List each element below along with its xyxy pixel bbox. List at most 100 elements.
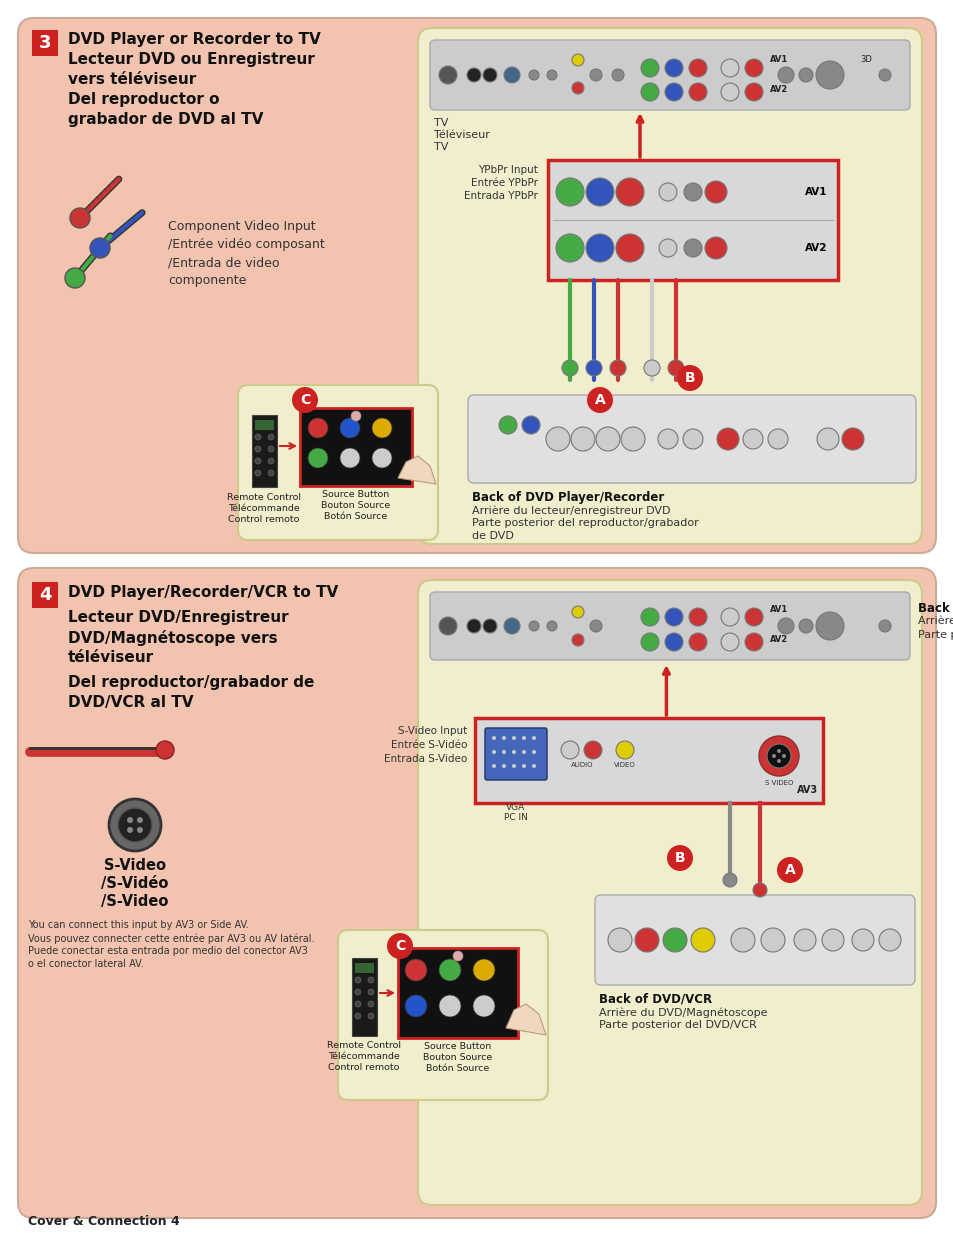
Text: Entrada YPbPr: Entrada YPbPr <box>464 191 537 201</box>
Text: S-Video: S-Video <box>104 858 166 873</box>
Circle shape <box>254 446 261 452</box>
Circle shape <box>659 240 677 257</box>
Text: DVD/Magnétoscope vers: DVD/Magnétoscope vers <box>68 630 277 646</box>
Circle shape <box>659 183 677 201</box>
Text: Control remoto: Control remoto <box>228 515 299 524</box>
Circle shape <box>438 995 460 1016</box>
Circle shape <box>473 995 495 1016</box>
Circle shape <box>292 387 317 412</box>
Circle shape <box>666 845 692 871</box>
Bar <box>252 415 276 487</box>
Circle shape <box>759 736 799 776</box>
Circle shape <box>453 951 462 961</box>
Text: Entrada S-Video: Entrada S-Video <box>383 755 467 764</box>
Text: TV: TV <box>434 119 448 128</box>
Circle shape <box>512 750 516 755</box>
Circle shape <box>438 618 456 635</box>
Circle shape <box>607 927 631 952</box>
Circle shape <box>612 69 623 82</box>
Circle shape <box>596 427 619 451</box>
Circle shape <box>585 233 614 262</box>
Text: S VIDEO: S VIDEO <box>764 781 792 785</box>
Circle shape <box>616 741 634 760</box>
Circle shape <box>781 755 785 758</box>
Circle shape <box>438 65 456 84</box>
Circle shape <box>492 764 496 768</box>
Circle shape <box>268 458 274 464</box>
Circle shape <box>387 932 413 960</box>
Circle shape <box>815 61 843 89</box>
Circle shape <box>778 67 793 83</box>
Circle shape <box>501 764 505 768</box>
FancyBboxPatch shape <box>18 19 935 553</box>
Circle shape <box>254 433 261 440</box>
Text: Parte posterior del DVD/VCR: Parte posterior del DVD/VCR <box>598 1020 756 1030</box>
Circle shape <box>372 417 392 438</box>
Circle shape <box>127 827 132 832</box>
Text: AV2: AV2 <box>804 243 826 253</box>
Circle shape <box>560 741 578 760</box>
Circle shape <box>268 446 274 452</box>
Circle shape <box>776 857 802 883</box>
Text: B: B <box>674 851 684 864</box>
Circle shape <box>585 178 614 206</box>
Circle shape <box>351 411 360 421</box>
Circle shape <box>616 233 643 262</box>
Text: Component Video Input: Component Video Input <box>168 220 315 233</box>
Circle shape <box>682 429 702 450</box>
Bar <box>547 161 837 280</box>
Circle shape <box>109 799 161 851</box>
Circle shape <box>744 59 762 77</box>
Circle shape <box>65 268 85 288</box>
Circle shape <box>308 417 328 438</box>
Circle shape <box>688 83 706 101</box>
Text: YPbPr Input: YPbPr Input <box>477 165 537 175</box>
Circle shape <box>156 741 173 760</box>
Circle shape <box>467 68 480 82</box>
Circle shape <box>254 471 261 475</box>
Text: DVD Player/Recorder/VCR to TV: DVD Player/Recorder/VCR to TV <box>68 585 338 600</box>
FancyBboxPatch shape <box>430 592 909 659</box>
Text: DVD Player or Recorder to TV: DVD Player or Recorder to TV <box>68 32 320 47</box>
Text: Botón Source: Botón Source <box>426 1065 489 1073</box>
Bar <box>475 718 822 803</box>
Text: /Entrada de video: /Entrada de video <box>168 256 279 269</box>
Circle shape <box>793 929 815 951</box>
Circle shape <box>683 183 701 201</box>
Text: AV1: AV1 <box>769 605 787 615</box>
Circle shape <box>492 736 496 740</box>
Circle shape <box>503 67 519 83</box>
Text: You can connect this input by AV3 or Side AV.: You can connect this input by AV3 or Sid… <box>28 920 249 930</box>
Text: TV: TV <box>434 142 448 152</box>
Circle shape <box>878 929 900 951</box>
Text: C: C <box>395 939 405 953</box>
Circle shape <box>532 750 536 755</box>
Text: Vous pouvez connecter cette entrée par AV3 ou AV latéral.: Vous pouvez connecter cette entrée par A… <box>28 932 314 944</box>
Text: 3D: 3D <box>859 56 871 64</box>
Circle shape <box>664 83 682 101</box>
Circle shape <box>355 1002 360 1007</box>
Circle shape <box>556 233 583 262</box>
Circle shape <box>583 741 601 760</box>
Circle shape <box>767 429 787 450</box>
Circle shape <box>512 764 516 768</box>
Text: Téléviseur: Téléviseur <box>434 130 489 140</box>
Circle shape <box>742 429 762 450</box>
Text: Back of DVD/VCR: Back of DVD/VCR <box>598 993 711 1007</box>
Text: Source Button: Source Button <box>322 490 389 499</box>
Circle shape <box>355 977 360 983</box>
Text: grabador de DVD al TV: grabador de DVD al TV <box>68 112 263 127</box>
Circle shape <box>799 68 812 82</box>
Circle shape <box>717 429 739 450</box>
Circle shape <box>690 927 714 952</box>
Text: componente: componente <box>168 274 246 287</box>
Circle shape <box>722 873 737 887</box>
Circle shape <box>503 618 519 634</box>
Circle shape <box>643 359 659 375</box>
Bar <box>397 948 517 1037</box>
Circle shape <box>368 977 374 983</box>
Circle shape <box>482 68 497 82</box>
Text: Bouton Source: Bouton Source <box>321 501 390 510</box>
Text: Control remoto: Control remoto <box>328 1063 399 1072</box>
Circle shape <box>704 182 726 203</box>
